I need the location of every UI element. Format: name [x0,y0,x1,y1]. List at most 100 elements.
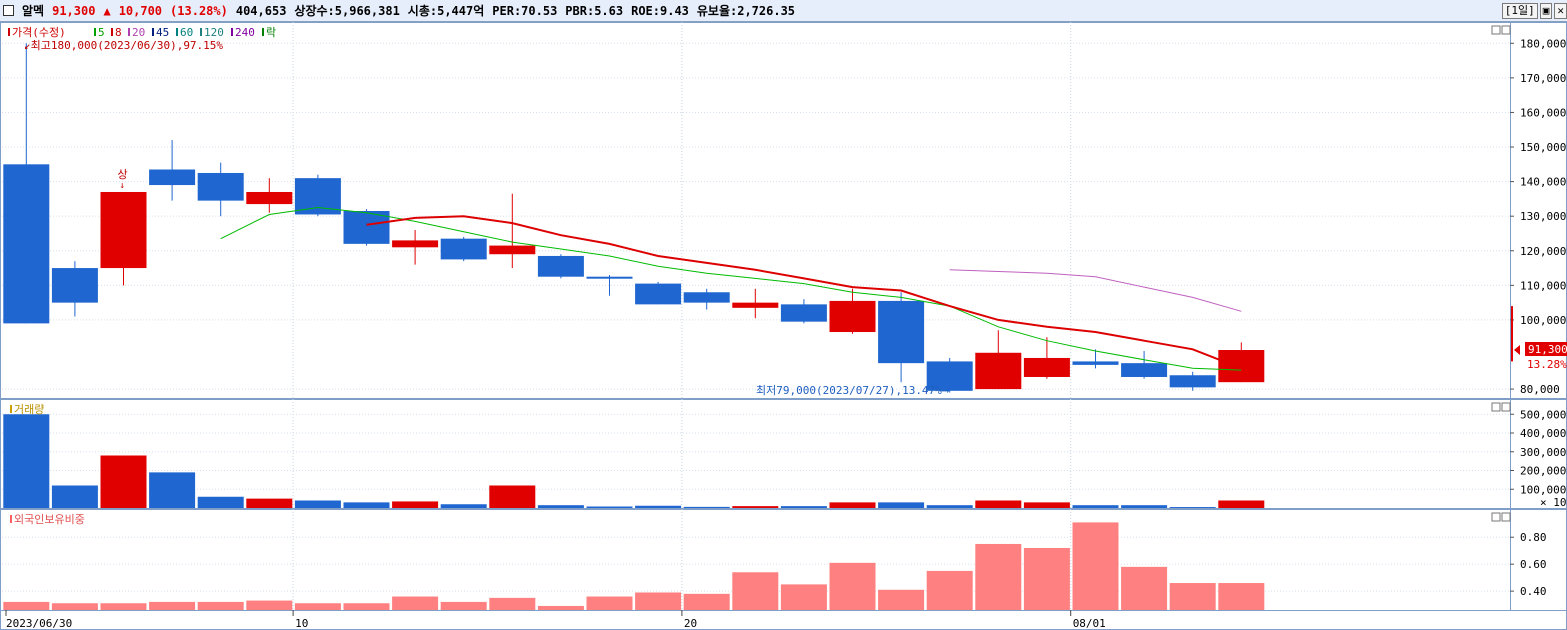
foreign-ratio-bar[interactable] [100,603,147,610]
volume-bar[interactable] [1072,505,1119,508]
foreign-ratio-bar[interactable] [878,589,925,610]
volume-bar[interactable] [732,506,779,508]
legend-item-7[interactable]: 240 [235,26,255,39]
volume-bar[interactable] [635,505,682,508]
volume-bar[interactable] [829,502,876,508]
foreign-ratio-bar[interactable] [1072,522,1119,610]
legend-item-1[interactable]: 5 [98,26,105,39]
foreign-ratio-bar[interactable] [683,593,730,610]
volume-bar[interactable] [683,506,730,508]
volume-bar[interactable] [294,500,341,509]
legend-item-4[interactable]: 45 [156,26,169,39]
foreign-ratio-bar[interactable] [149,601,196,610]
volume-bar[interactable] [149,472,196,508]
volume-bar[interactable] [343,502,390,508]
foreign-ratio-bar[interactable] [780,584,827,610]
foreign-ratio-bar[interactable] [294,603,341,610]
close-icon[interactable]: ✕ [1554,3,1567,19]
volume-bar[interactable] [246,498,293,508]
foreign-ratio-bar[interactable] [926,570,973,610]
candle-up[interactable] [489,245,536,255]
foreign-ratio-bar[interactable] [586,596,633,610]
candle-down[interactable] [51,268,98,303]
panel-minimize-icon[interactable] [1491,25,1501,35]
candle-up[interactable] [732,302,779,308]
foreign-ratio-bar[interactable] [246,600,293,610]
candle-down[interactable] [149,169,196,186]
foreign-ratio-bar[interactable] [975,543,1022,610]
candle-up[interactable] [246,191,293,205]
foreign-ratio-bar[interactable] [829,562,876,610]
candle-down[interactable] [343,211,390,244]
foreign-ratio-bar[interactable] [3,601,50,610]
volume-bar[interactable] [489,485,536,509]
volume-bar[interactable] [100,455,147,509]
candle-down[interactable] [780,304,827,322]
candle-up[interactable] [392,240,439,248]
legend-item-3[interactable]: 20 [132,26,145,39]
foreign-ratio-bar[interactable] [489,597,536,610]
candle-up[interactable] [975,352,1022,390]
volume-bar[interactable] [1023,502,1070,508]
foreign-ratio-bar[interactable] [343,603,390,610]
foreign-ratio-bar[interactable] [1169,583,1216,610]
legend-item-6[interactable]: 120 [204,26,224,39]
candle-down[interactable] [3,164,50,324]
foreign-ratio-bar[interactable] [1023,548,1070,610]
legend-item-8[interactable]: 락 [266,26,276,39]
legend-item-2[interactable]: 8 [115,26,122,39]
volume-bar[interactable] [586,506,633,509]
panel-close-icon[interactable] [1501,512,1511,522]
candle-down[interactable] [440,238,487,260]
legend-item-5[interactable]: 60 [180,26,193,39]
volume-bar[interactable] [780,506,827,508]
foreign-ratio-bar[interactable] [1121,566,1168,610]
candle-up[interactable] [100,191,147,269]
volume-bar[interactable] [975,500,1022,509]
candle-down[interactable] [586,276,633,279]
candle-down[interactable] [1121,363,1168,377]
candle-up[interactable] [1023,357,1070,377]
volume-bar[interactable] [197,496,244,508]
legend-item-0[interactable]: 가격(수정) [12,26,66,39]
period-button[interactable]: [1일] [1501,3,1538,19]
candle-down[interactable] [1072,361,1119,365]
volume-bar[interactable] [392,501,439,508]
candle-down[interactable] [1169,375,1216,388]
panel-minimize-icon[interactable] [1491,512,1501,522]
select-checkbox[interactable] [3,5,14,16]
foreign-ratio-bar[interactable] [635,592,682,610]
foreign-ratio-bar[interactable] [197,601,244,610]
volume-bar[interactable] [1169,507,1216,508]
volume-bar[interactable] [926,505,973,508]
candle-down[interactable] [635,283,682,305]
volume-bar[interactable] [440,504,487,508]
foreign-ratio-bar[interactable] [732,572,779,610]
price-axis-label: 80,000 [1520,383,1560,396]
volume-bar[interactable] [878,502,925,508]
volume-bar[interactable] [3,414,50,508]
volume-bar[interactable] [51,485,98,509]
volume-bar[interactable] [1218,500,1265,509]
candle-up[interactable] [1218,350,1265,383]
candle-down[interactable] [537,255,584,277]
foreign-ratio-bar[interactable] [392,596,439,610]
panel-close-icon[interactable] [1501,402,1511,412]
foreign-ratio-bar[interactable] [537,605,584,610]
candle-down[interactable] [197,172,244,201]
candle-down[interactable] [926,361,973,391]
foreign-ratio-bar[interactable] [440,601,487,610]
candle-up[interactable] [829,300,876,333]
stock-chart[interactable]: 2023/06/30 10 20 08/01 180,000 170,000 160,000… [0,22,1567,630]
panel-minimize-icon[interactable] [1491,402,1501,412]
candle-down[interactable] [878,300,925,364]
candle-down[interactable] [683,292,730,303]
restore-icon[interactable]: ▣ [1539,3,1553,19]
volume-bar[interactable] [537,505,584,508]
legend-marker [10,405,12,413]
candle-down[interactable] [294,178,341,215]
volume-bar[interactable] [1121,505,1168,508]
foreign-ratio-bar[interactable] [51,603,98,610]
foreign-ratio-bar[interactable] [1218,583,1265,610]
panel-close-icon[interactable] [1501,25,1511,35]
